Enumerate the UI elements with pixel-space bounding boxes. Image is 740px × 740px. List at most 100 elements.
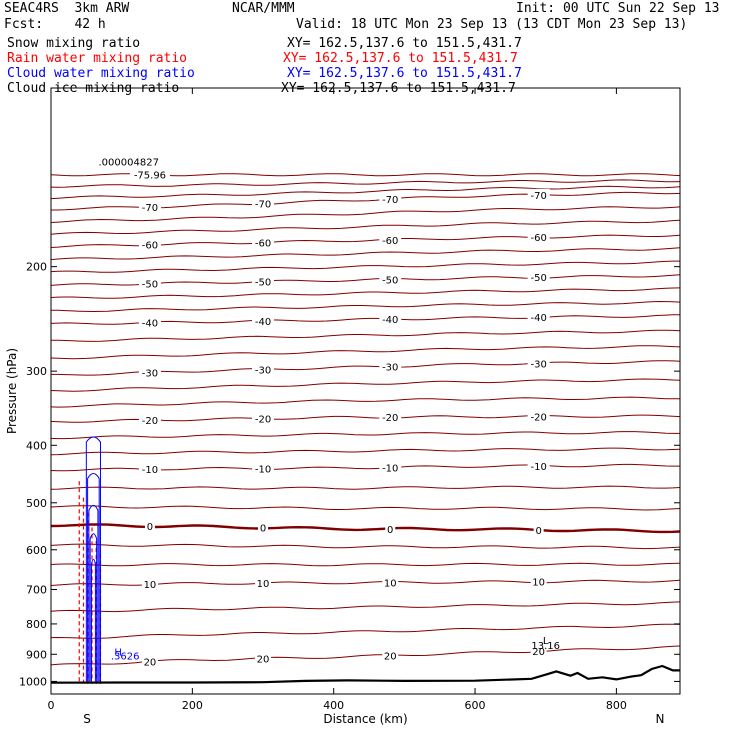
contour-label-bg [527,410,550,422]
x-axis-title: Distance (km) [323,712,407,726]
contour-label-bg [141,655,158,667]
field-rain-xy: XY= 162.5,137.6 to 151.5,431.7 [283,51,518,66]
contour-label: -70 [382,195,398,206]
isotherm-minor [50,378,681,392]
isotherm-minor [50,345,681,360]
contour-label-bg [382,649,399,661]
contour-label: 0 [387,525,393,536]
contour-label: -30 [255,365,271,376]
contour-label: 20 [532,647,545,658]
isotherm-minor [50,447,681,456]
contour-label: -70 [530,191,546,202]
isotherm-minor [50,543,681,550]
extremum-label: 13.16 [531,641,560,652]
contour-label: -60 [255,238,271,249]
contour-label-bg [379,273,402,285]
contour-label: -10 [142,465,158,476]
contour-label: -20 [255,414,271,425]
isotherm-minor [50,505,681,511]
terrain-line [50,664,680,684]
contour-label: -40 [530,313,546,324]
contour-label-bg [138,238,161,250]
isotherm-minor [50,287,681,299]
contour-label: -50 [530,273,546,284]
contour-label-bg [252,462,275,474]
terrain-profile [50,664,680,684]
init-time: Init: 00 UTC Sun 22 Sep 13 [516,1,720,16]
y-tick-label: 500 [26,497,47,510]
cloud-water-contour [89,533,98,682]
contour-label: 10 [144,580,157,591]
contour-label: 0 [260,524,266,535]
contour-label-bg [138,366,161,378]
contour-label-bg [527,459,550,471]
isotherm-minor [50,206,681,223]
contour-label: -40 [382,315,398,326]
contour-label-bg [527,188,550,200]
plot-frame [50,87,681,695]
contour-label: -30 [530,359,546,370]
model-title: SEAC4RS 3km ARW [4,1,130,16]
extremum-label: H [114,648,122,659]
contour-label: 20 [257,655,270,666]
contour-label: -10 [382,463,398,474]
cloud-water-contour [88,504,99,682]
contour-label-bg [385,522,396,534]
x-endpoint-start: S [83,712,91,726]
isotherm-minor [50,485,681,490]
axes: 0 200 400 600 800200300400500600700800900100… [5,88,680,726]
contour-label: 20 [144,658,157,669]
contour-label: -75.96 [134,171,166,182]
contour-label-bg [129,168,170,180]
contour-label: -30 [142,368,158,379]
contour-label-bg [527,231,550,243]
contour-label-bg [527,271,550,283]
org-label: NCAR/MMM [232,1,295,16]
contour-label: -50 [255,278,271,289]
contour-label-bg [252,275,275,287]
contour-label: -50 [142,280,158,291]
contour-label-bg [252,197,275,209]
isotherm-minor [50,260,680,273]
contour-label-bg [141,577,158,589]
valid-time: Valid: 18 UTC Mon 23 Sep 13 (13 CDT Mon … [296,17,688,32]
contour-label: -10 [255,464,271,475]
contour-label-bg [527,357,550,369]
contour-label: -30 [382,362,398,373]
contour-label-bg [255,652,272,664]
y-tick-label: 700 [26,584,47,597]
isotherm-minor [50,431,680,440]
contour-label: -20 [382,413,398,424]
contour-label-bg [252,363,275,375]
x-tick-label: 800 [606,699,627,712]
contour-label: 10 [532,578,545,589]
contour-label-bg [530,645,547,657]
isotherm-minor [50,396,680,408]
contour-label-bg [138,277,161,289]
extremum-label: .000004827 [99,157,159,168]
cloud-water-contour [85,436,101,682]
contour-label-bg [379,360,402,372]
contour-label-bg [255,577,272,589]
isotherm-minor [50,562,681,567]
extremum-label: L [543,636,549,647]
extremum-label: .3626 [111,651,140,662]
y-tick-label: 400 [26,439,47,452]
y-tick-label: 300 [26,365,47,378]
contour-label: -20 [530,412,546,423]
forecast-hour: Fcst: 42 h [4,17,106,32]
contour-label-bg [379,411,402,423]
y-tick-label: 800 [26,618,47,631]
contour-label-bg [138,200,161,212]
x-tick-label: 600 [465,699,486,712]
y-tick-label: 1000 [19,675,47,688]
contour-label: -60 [382,236,398,247]
contour-label-bg [379,192,402,204]
contour-label-bg [144,519,155,531]
x-tick-label: 0 [48,699,55,712]
contour-label: -40 [142,319,158,330]
contour-label: 10 [257,579,270,590]
contour-labels: -75.96 -70 -70 -70 -70 -60 -60 -60 -60 -50 -50 -50 -… [99,157,561,668]
contour-label: -10 [530,462,546,473]
